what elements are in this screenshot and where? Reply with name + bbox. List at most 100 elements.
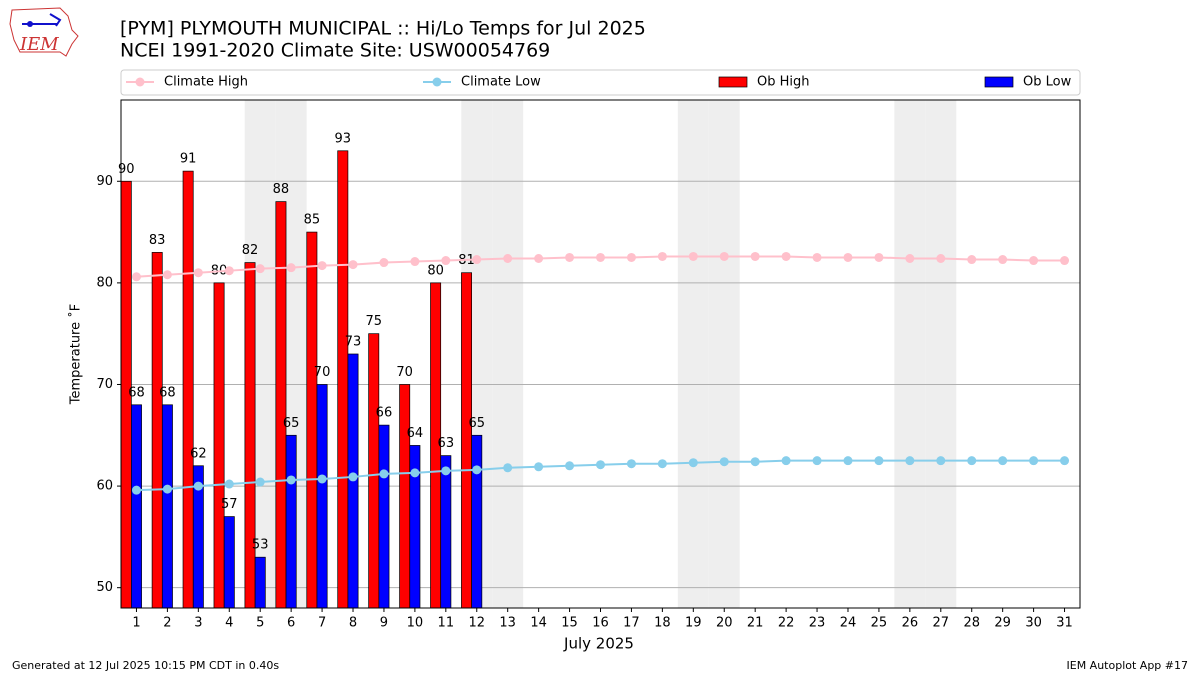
x-tick-label: 17 xyxy=(623,616,640,631)
line-marker xyxy=(410,257,420,267)
x-tick-label: 11 xyxy=(438,616,455,631)
bar-value-label: 65 xyxy=(283,416,300,431)
line-marker xyxy=(750,457,760,467)
legend-label: Climate High xyxy=(164,75,248,90)
line-marker xyxy=(1029,456,1039,466)
line-marker xyxy=(998,255,1008,265)
x-tick-label: 29 xyxy=(994,616,1011,631)
weekend-shade xyxy=(894,100,926,608)
legend-marker xyxy=(432,77,442,87)
bar-value-label: 73 xyxy=(345,335,362,350)
bar-value-label: 90 xyxy=(118,162,135,177)
bar xyxy=(337,150,349,609)
x-tick-label: 19 xyxy=(685,616,702,631)
line-marker xyxy=(626,459,636,469)
bar xyxy=(182,170,194,609)
bar-value-label: 63 xyxy=(438,436,455,451)
line-marker xyxy=(750,251,760,261)
x-tick-label: 23 xyxy=(809,616,826,631)
line-marker xyxy=(967,456,977,466)
x-tick-label: 5 xyxy=(256,616,264,631)
line-marker xyxy=(503,463,513,473)
x-tick-label: 20 xyxy=(716,616,733,631)
weekend-shade xyxy=(925,100,957,608)
line-marker xyxy=(874,456,884,466)
legend-swatch xyxy=(984,76,1014,88)
line-marker xyxy=(565,461,575,471)
chart-subtitle: NCEI 1991-2020 Climate Site: USW00054769 xyxy=(120,40,550,62)
legend-label: Ob Low xyxy=(1023,75,1072,90)
logo: IEM xyxy=(9,7,79,57)
x-tick-label: 30 xyxy=(1025,616,1042,631)
line-marker xyxy=(657,251,667,261)
y-axis-label: Temperature ˚F xyxy=(68,304,84,405)
bar-value-label: 75 xyxy=(365,314,382,329)
bar xyxy=(161,404,173,609)
x-axis-label: July 2025 xyxy=(563,635,634,653)
logo-arrow xyxy=(49,13,62,27)
weekend-shade xyxy=(708,100,740,608)
bar-value-label: 80 xyxy=(427,263,444,278)
line-marker xyxy=(626,252,636,262)
x-tick-label: 27 xyxy=(933,616,950,631)
line-marker xyxy=(781,456,791,466)
line-marker xyxy=(812,456,822,466)
bar-value-label: 53 xyxy=(252,538,269,553)
line-marker xyxy=(534,462,544,472)
plot-frame xyxy=(120,99,1081,609)
bar xyxy=(285,434,297,609)
line-marker xyxy=(719,251,729,261)
bar-value-label: 70 xyxy=(396,365,413,380)
bar-value-label: 62 xyxy=(190,446,207,461)
bar xyxy=(399,384,411,609)
bar-value-label: 91 xyxy=(180,152,197,167)
y-tick-label: 50 xyxy=(96,580,113,595)
bar-value-label: 68 xyxy=(128,385,145,400)
line-marker xyxy=(472,255,482,265)
logo-outline xyxy=(9,7,79,57)
legend-swatch xyxy=(718,76,748,88)
x-tick-label: 10 xyxy=(407,616,424,631)
line-marker xyxy=(596,460,605,470)
x-tick-label: 8 xyxy=(349,616,357,631)
bar xyxy=(316,384,328,609)
line-marker xyxy=(657,459,667,469)
bar-value-label: 64 xyxy=(407,426,424,441)
bar-value-label: 68 xyxy=(159,385,176,400)
line-marker xyxy=(874,252,884,262)
footer-left: Generated at 12 Jul 2025 10:15 PM CDT in… xyxy=(12,659,279,672)
line-marker xyxy=(286,475,296,485)
x-tick-label: 12 xyxy=(468,616,485,631)
line-marker xyxy=(255,477,265,487)
bar xyxy=(275,201,287,609)
bar xyxy=(378,424,390,609)
legend-box xyxy=(120,69,1081,96)
y-tick-label: 90 xyxy=(96,174,113,189)
line-marker xyxy=(317,474,327,484)
x-tick-label: 31 xyxy=(1056,616,1073,631)
x-tick-label: 7 xyxy=(318,616,326,631)
x-tick-label: 15 xyxy=(561,616,578,631)
x-tick-label: 24 xyxy=(840,616,857,631)
weekend-shade xyxy=(677,100,709,608)
line-marker xyxy=(936,456,946,466)
x-tick-label: 6 xyxy=(287,616,295,631)
y-tick-label: 60 xyxy=(96,479,113,494)
x-tick-label: 28 xyxy=(963,616,980,631)
line-marker xyxy=(905,253,915,263)
line-marker xyxy=(967,255,977,265)
line-marker xyxy=(348,260,358,270)
bar xyxy=(254,556,266,609)
line-marker xyxy=(162,270,172,280)
line-marker xyxy=(379,469,389,479)
line-marker xyxy=(905,456,915,466)
x-tick-label: 21 xyxy=(747,616,764,631)
bar-value-label: 57 xyxy=(221,497,238,512)
logo-text: IEM xyxy=(19,34,59,55)
bar-value-label: 88 xyxy=(273,182,290,197)
x-tick-label: 13 xyxy=(499,616,516,631)
bar xyxy=(213,282,225,609)
bar xyxy=(131,404,142,609)
line-marker xyxy=(410,468,420,478)
bar-value-label: 85 xyxy=(304,213,321,228)
